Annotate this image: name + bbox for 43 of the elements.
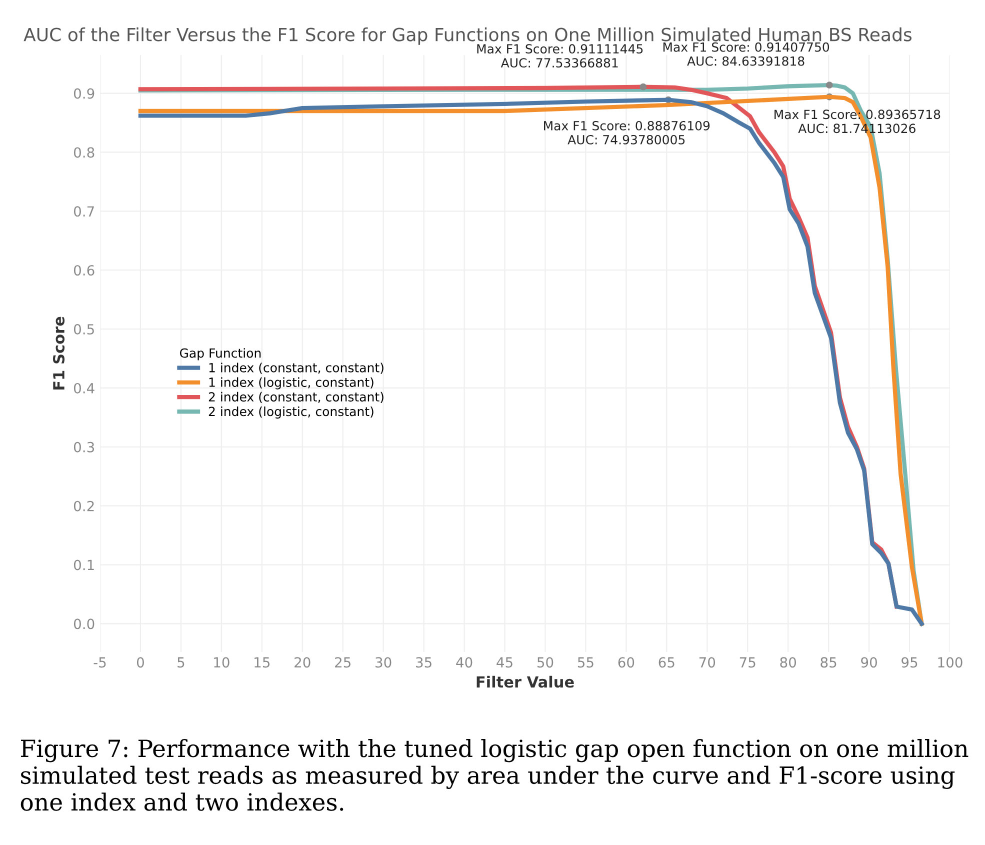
x-tick-label: 55 <box>578 657 594 668</box>
legend-title: Gap Function <box>180 348 261 360</box>
y-tick-label: 0.8 <box>74 147 94 158</box>
x-tick-label: -5 <box>94 657 106 668</box>
annotation: Max F1 Score: 0.91111445 AUC: 77.53366881 <box>477 44 643 68</box>
x-tick-label: 65 <box>658 657 674 668</box>
y-tick-label: 0.6 <box>74 265 94 276</box>
y-tick-label: 0.5 <box>74 324 94 335</box>
caption: Figure 7: Performance with the tuned logistic gap open function on one million simulated test reads as measured by area under the curve and F1-score using one index and two indexes. <box>20 739 968 811</box>
y-tick-label: 0.0 <box>74 618 94 630</box>
x-axis-title: Filter Value <box>476 676 574 688</box>
x-tick-label: 15 <box>254 657 270 668</box>
y-tick-label: 0.2 <box>74 500 94 512</box>
x-tick-label: 80 <box>780 657 796 668</box>
x-tick-label: 75 <box>740 657 756 668</box>
legend-label: 1 index (constant, constant) <box>209 362 384 374</box>
x-tick-label: 95 <box>902 657 918 668</box>
y-tick-label: 0.4 <box>74 382 94 394</box>
legend-label: 2 index (constant, constant) <box>208 392 384 404</box>
x-tick-label: 40 <box>456 657 472 668</box>
x-tick-label: 90 <box>861 657 877 668</box>
x-tick-label: 70 <box>699 657 716 668</box>
x-tick-label: 0 <box>136 657 144 668</box>
x-tick-label: 45 <box>496 657 512 668</box>
y-tick-label: 0.1 <box>74 560 94 570</box>
x-tick-label: 10 <box>214 657 230 668</box>
x-tick-label: 50 <box>537 657 554 668</box>
y-tick-label: 0.7 <box>74 206 94 217</box>
y-tick-label: 0.3 <box>74 442 94 452</box>
x-tick-label: 20 <box>294 657 310 668</box>
x-tick-label: 60 <box>618 657 634 668</box>
y-axis-title: F1 Score <box>52 316 65 390</box>
x-tick-label: 85 <box>820 657 836 668</box>
annotation: Max F1 Score: 0.88876109 AUC: 74.93780005 <box>544 120 710 144</box>
x-tick-label: 30 <box>376 657 392 668</box>
x-tick-label: 5 <box>178 657 184 668</box>
x-tick-label: 100 <box>938 657 962 668</box>
x-tick-label: 25 <box>335 657 350 668</box>
x-tick-label: 35 <box>416 657 432 668</box>
y-tick-label: 0.9 <box>74 88 94 99</box>
legend-label: 1 index (logistic, constant) <box>209 377 374 390</box>
annotation: Max F1 Score: 0.91407750 AUC: 84.63391818 <box>663 42 830 66</box>
legend-label: 2 index (logistic, constant) <box>208 406 374 419</box>
